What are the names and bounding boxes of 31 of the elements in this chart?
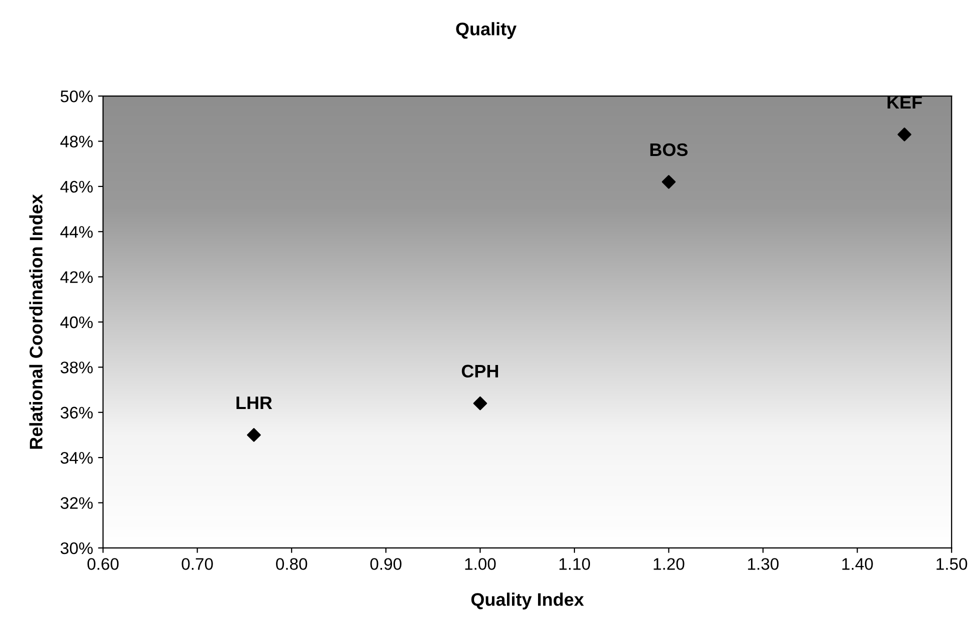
y-tick-label: 46% [60,180,93,193]
point [473,396,488,410]
y-tick-label: 42% [60,271,93,283]
y-tick-label: 48% [60,136,93,148]
x-tick-label: 1.20 [654,558,684,570]
x-tick-label: 0.70 [182,558,213,570]
annotation: BOS [650,143,688,156]
point [662,175,676,189]
x-tick-label: 1.10 [560,558,590,570]
x-tick-label: 1.30 [748,558,779,570]
x-tick-label: 0.60 [87,558,119,570]
y-tick-label: 50% [60,90,93,102]
y-tick-label: 32% [60,497,93,509]
chart-title: Quality [456,22,517,39]
x-tick-label: 1.40 [842,558,873,570]
y-tick-label: 38% [60,362,93,374]
x-tick-label: 0.90 [370,558,402,570]
point [898,128,912,142]
y-tick-label: 44% [60,226,93,238]
y-axis-title: Relational Coordination Index [29,194,42,449]
y-tick-label: 36% [60,406,93,419]
annotation: CPH [462,364,498,378]
annotation: LHR [236,396,272,410]
x-tick-label: 0.80 [276,558,308,570]
x-tick-label: 1.00 [465,558,496,570]
y-tick-label: 30% [60,542,93,554]
y-tick-label: 40% [60,316,93,328]
x-tick-label: 1.50 [936,558,968,570]
x-axis-title: Quality Index [471,592,584,610]
y-tick-label: 34% [60,452,93,464]
point [246,428,261,442]
